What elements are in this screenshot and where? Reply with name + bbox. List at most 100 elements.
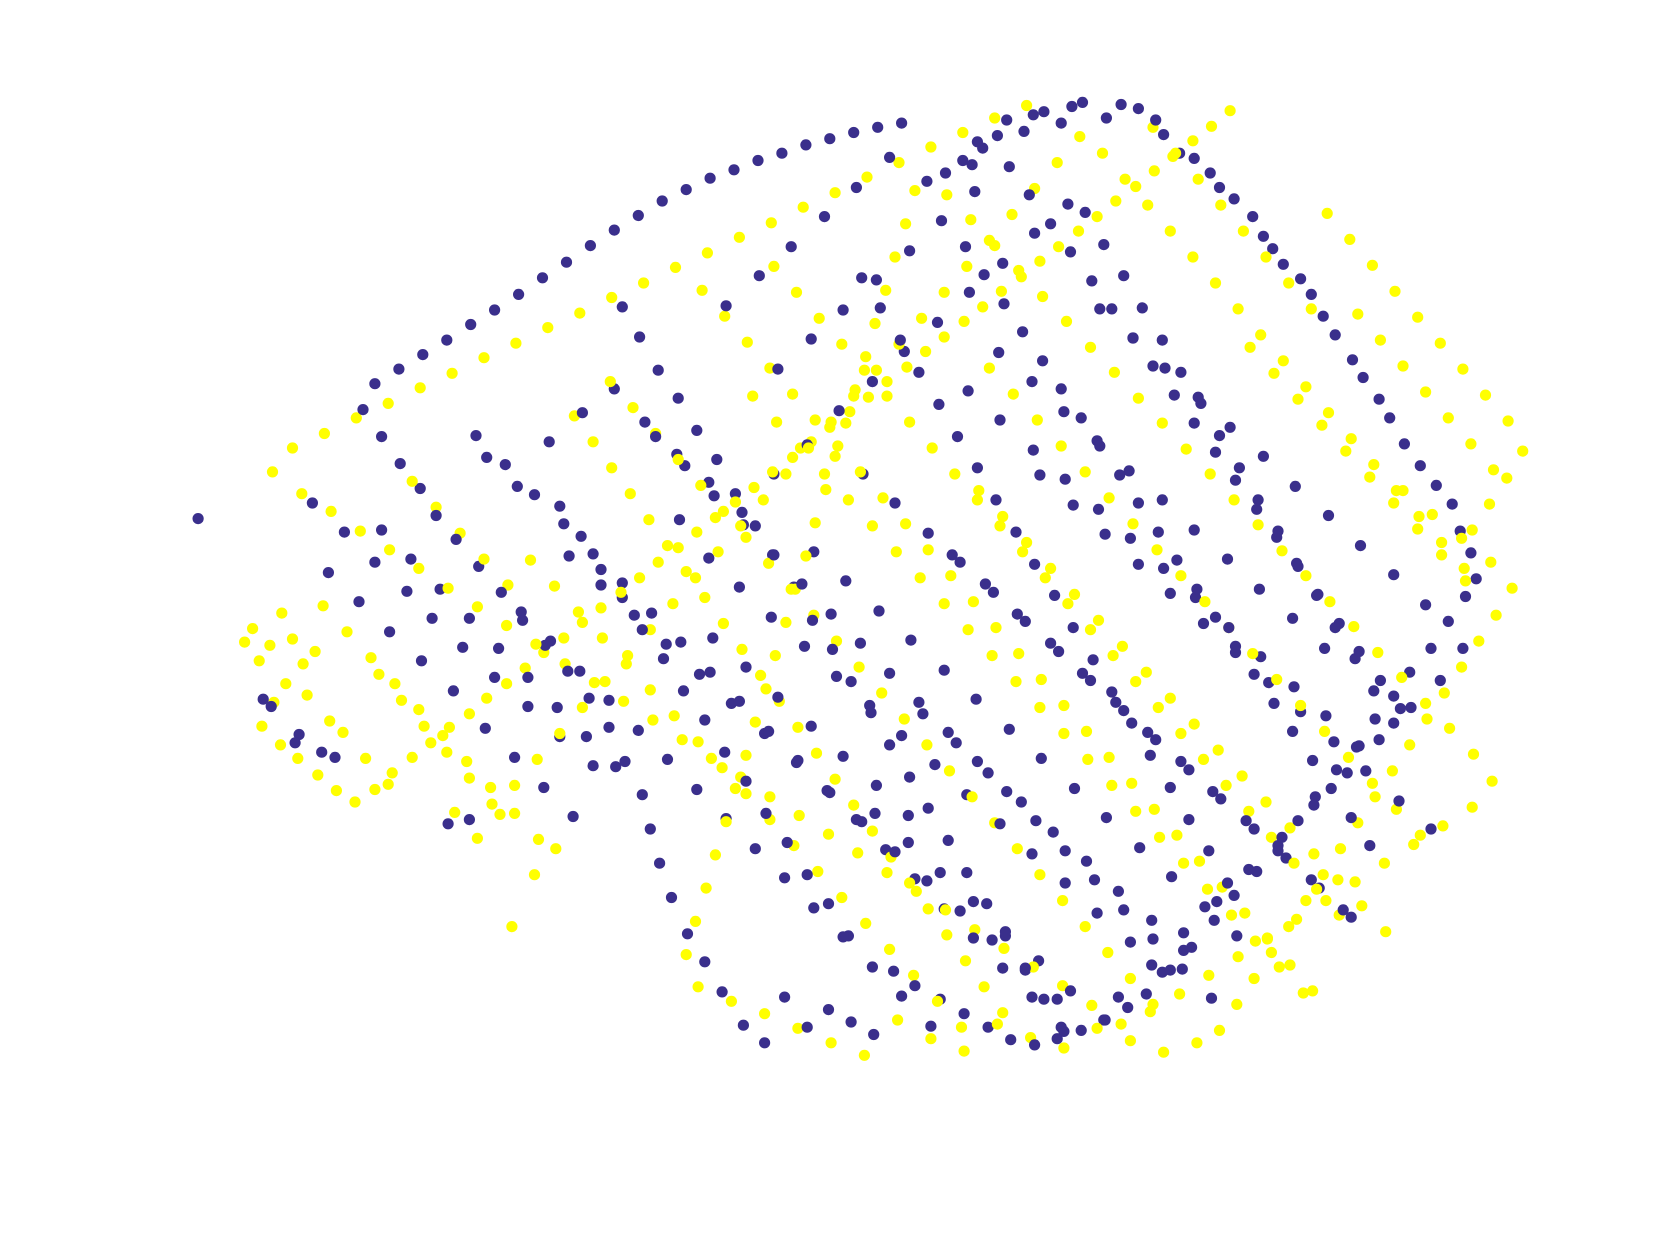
scatter-point-s0-176	[1098, 239, 1110, 251]
scatter-point-s0-172	[1183, 814, 1195, 826]
scatter-point-s1-257	[802, 442, 815, 454]
scatter-point-s1-290	[1316, 419, 1328, 431]
scatter-point-s0-508	[616, 577, 628, 589]
scatter-point-s0-238	[884, 151, 896, 163]
scatter-point-s1-285	[1436, 536, 1448, 549]
scatter-point-s0-374	[1457, 642, 1469, 655]
scatter-point-s0-120	[656, 195, 668, 207]
scatter-point-s1-443	[1017, 546, 1029, 558]
scatter-point-s1-483	[983, 362, 996, 374]
scatter-point-s0-339	[1183, 764, 1195, 776]
scatter-point-s1-296	[1459, 575, 1472, 587]
scatter-point-s1-400	[1237, 225, 1249, 237]
scatter-point-s0-304	[322, 567, 334, 579]
scatter-point-s1-374	[528, 869, 541, 881]
scatter-point-s1-402	[1283, 277, 1295, 289]
scatter-point-s1-155	[1485, 556, 1497, 568]
scatter-point-s1-388	[1466, 524, 1478, 536]
scatter-point-s0-79	[888, 965, 900, 977]
scatter-point-s0-376	[1405, 701, 1417, 714]
scatter-point-s0-85	[759, 1037, 771, 1049]
scatter-point-s0-311	[369, 556, 381, 568]
scatter-point-s1-423	[1126, 777, 1138, 789]
scatter-point-s1-255	[757, 494, 769, 506]
scatter-point-s0-136	[711, 453, 723, 466]
scatter-point-s0-205	[822, 898, 835, 910]
scatter-point-s1-132	[1396, 671, 1408, 684]
scatter-point-s1-136	[1300, 570, 1312, 582]
scatter-point-s1-120	[1261, 932, 1273, 944]
scatter-point-s0-175	[1079, 206, 1091, 218]
scatter-point-s1-442	[994, 520, 1006, 532]
scatter-point-s1-105	[822, 828, 835, 840]
scatter-point-s0-422	[1188, 417, 1200, 429]
scatter-point-s1-274	[1187, 251, 1199, 263]
scatter-point-s1-314	[1380, 926, 1392, 938]
scatter-point-s0-336	[1084, 674, 1097, 687]
scatter-point-s1-381	[1434, 337, 1446, 349]
scatter-point-s0-482	[603, 694, 615, 706]
scatter-point-s1-399	[1215, 199, 1227, 211]
scatter-point-s1-428	[1239, 907, 1251, 919]
scatter-point-s0-371	[1360, 765, 1372, 777]
scatter-point-s1-204	[820, 484, 832, 496]
scatter-point-s1-90	[384, 544, 396, 556]
scatter-point-s0-147	[922, 802, 934, 814]
scatter-point-s0-291	[707, 632, 719, 644]
scatter-point-s0-413	[1003, 161, 1015, 173]
scatter-point-s1-266	[1006, 208, 1018, 221]
scatter-point-s1-398	[1192, 173, 1204, 185]
scatter-point-s0-237	[850, 181, 863, 194]
scatter-point-s0-53	[1442, 615, 1454, 628]
scatter-point-s0-425	[1251, 503, 1263, 515]
scatter-point-s0-69	[1122, 1001, 1134, 1014]
scatter-point-s0-464	[913, 696, 925, 708]
scatter-point-s1-248	[599, 676, 611, 688]
scatter-point-s1-295	[1436, 549, 1448, 561]
scatter-point-s1-30	[634, 572, 646, 584]
scatter-point-s0-219	[866, 376, 879, 388]
scatter-point-s1-305	[1164, 692, 1176, 704]
scatter-point-s0-174	[1221, 877, 1234, 889]
scatter-point-s0-71	[1075, 1024, 1087, 1036]
scatter-point-s1-420	[1058, 699, 1070, 712]
scatter-point-s0-334	[1019, 615, 1031, 628]
scatter-point-s0-432	[1394, 703, 1406, 715]
scatter-point-s0-10	[939, 167, 952, 179]
scatter-point-s0-116	[560, 256, 573, 268]
scatter-point-s0-201	[740, 775, 752, 787]
scatter-point-s0-393	[1035, 752, 1047, 765]
scatter-point-s0-89	[681, 928, 694, 940]
scatter-point-s1-439	[926, 442, 938, 454]
scatter-point-s1-401	[1260, 251, 1272, 263]
scatter-point-s1-426	[1193, 855, 1206, 867]
scatter-point-s0-423	[1209, 446, 1222, 458]
scatter-point-s0-118	[608, 224, 620, 236]
scatter-point-s1-38	[787, 451, 799, 463]
scatter-point-s1-422	[1103, 751, 1115, 764]
scatter-point-s0-279	[1080, 855, 1093, 867]
scatter-point-s1-57	[1148, 165, 1160, 177]
scatter-point-s0-96	[583, 692, 595, 704]
scatter-point-s0-379	[1308, 799, 1320, 811]
scatter-point-s0-121	[680, 184, 692, 196]
scatter-point-s0-45	[1398, 438, 1410, 450]
scatter-point-s0-156	[874, 302, 886, 314]
scatter-point-s0-440	[1094, 440, 1106, 452]
scatter-point-s0-113	[489, 304, 501, 316]
scatter-point-s0-261	[946, 549, 958, 561]
scatter-point-s0-389	[905, 634, 917, 646]
scatter-point-s1-45	[920, 345, 932, 358]
scatter-point-s1-357	[955, 1021, 968, 1033]
scatter-point-s1-446	[1084, 624, 1097, 636]
scatter-point-s1-4	[276, 607, 288, 619]
scatter-point-s1-438	[904, 416, 916, 428]
scatter-point-s1-332	[1154, 831, 1166, 843]
scatter-point-s1-468	[830, 635, 843, 647]
scatter-point-s0-182	[1213, 430, 1226, 442]
scatter-point-s0-95	[603, 721, 615, 733]
scatter-point-s0-347	[733, 581, 746, 593]
scatter-point-s0-282	[1178, 944, 1190, 957]
scatter-point-s0-510	[675, 636, 687, 648]
scatter-point-s0-410	[1288, 681, 1300, 693]
